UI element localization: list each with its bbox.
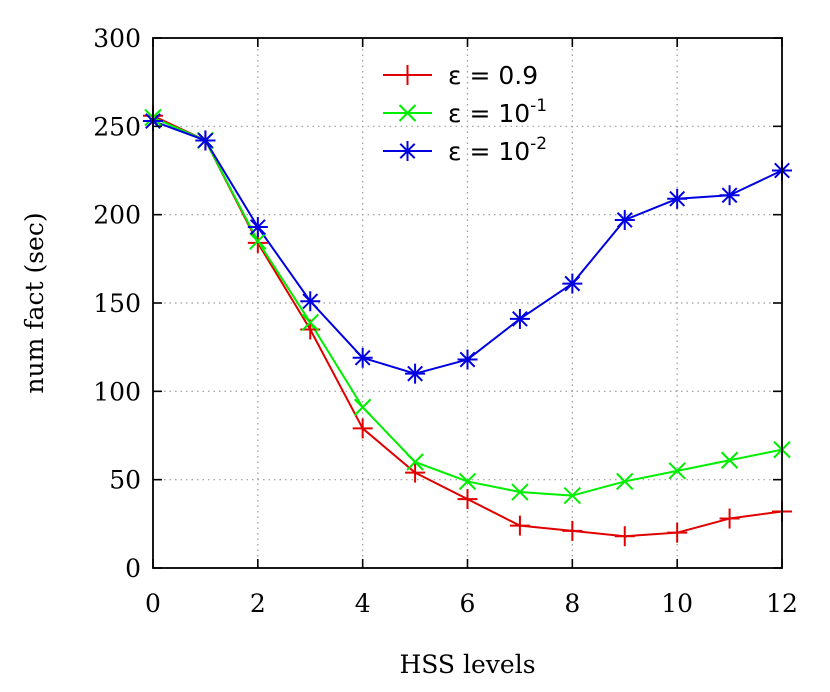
legend-label: ε = 10-1 (448, 96, 547, 128)
data-point-1 (301, 313, 319, 332)
data-point-2 (405, 363, 426, 384)
legend-label-exponent: -2 (530, 134, 547, 154)
x-axis-title: HSS levels (399, 650, 535, 679)
data-point-0 (614, 526, 635, 547)
data-point-2 (614, 209, 635, 230)
data-point-1 (563, 486, 582, 505)
legend-item: ε = 0.9 (383, 61, 538, 90)
data-point-1 (668, 462, 686, 480)
tick-labels: 0 2 4 6 8 10 12 0 50 100 150 200 250 300 (93, 24, 798, 618)
data-point-0 (457, 489, 478, 510)
legend-label-base: ε = 10 (448, 137, 530, 166)
legend-item: ε = 10-1 (383, 96, 547, 128)
series-markers (143, 105, 792, 547)
data-point-2 (562, 273, 583, 294)
y-axis-title: num fact (sec) (20, 212, 49, 393)
x-tick-label: 8 (564, 589, 580, 618)
y-tick-label: 50 (109, 466, 141, 495)
data-point-2 (667, 188, 688, 209)
legend-item: ε = 10-2 (383, 134, 547, 166)
legend-label: ε = 10-2 (448, 134, 547, 166)
data-point-2 (509, 308, 530, 329)
legend-marker (397, 141, 418, 161)
data-point-0 (509, 515, 530, 536)
data-point-2 (300, 291, 321, 312)
y-tick-label: 200 (93, 201, 141, 230)
y-tick-label: 150 (93, 289, 141, 318)
legend-label-base: ε = 10 (448, 99, 530, 128)
x-tick-label: 6 (460, 589, 476, 618)
y-tick-label: 0 (125, 554, 141, 583)
data-point-2 (719, 185, 740, 206)
x-tick-label: 12 (766, 589, 798, 618)
data-point-1 (720, 451, 739, 469)
x-tick-label: 2 (250, 589, 266, 618)
legend: ε = 0.9ε = 10-1ε = 10-2 (383, 61, 547, 166)
data-point-1 (616, 472, 634, 491)
data-point-0 (405, 462, 426, 483)
data-point-1 (353, 398, 372, 416)
y-tick-label: 100 (93, 377, 141, 406)
data-point-2 (247, 217, 268, 238)
grid-lines (153, 38, 782, 568)
x-tick-label: 0 (145, 589, 161, 618)
legend-label: ε = 0.9 (448, 61, 538, 90)
legend-label-exponent: -1 (530, 96, 547, 116)
y-tick-label: 300 (93, 24, 141, 53)
data-point-1 (249, 232, 267, 250)
data-point-1 (511, 483, 529, 501)
data-point-0 (352, 418, 373, 439)
data-point-2 (195, 130, 216, 151)
legend-marker (398, 104, 417, 122)
data-point-2 (457, 349, 478, 370)
data-point-0 (667, 522, 688, 543)
series-line-1 (152, 116, 783, 497)
data-point-2 (352, 347, 373, 368)
data-point-1 (406, 453, 424, 471)
x-tick-label: 4 (355, 589, 371, 618)
axis-ticks (152, 37, 783, 569)
data-point-0 (562, 520, 583, 541)
data-point-1 (458, 472, 477, 491)
legend-marker (397, 65, 418, 85)
x-tick-label: 10 (661, 589, 693, 618)
data-point-0 (719, 508, 740, 529)
legend-label-base: ε = 0.9 (448, 61, 538, 90)
y-tick-label: 250 (93, 112, 141, 141)
